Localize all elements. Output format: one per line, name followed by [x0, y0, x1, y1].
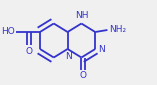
Text: O: O — [80, 71, 87, 80]
Text: N: N — [65, 52, 72, 61]
Text: NH₂: NH₂ — [109, 26, 126, 35]
Text: N: N — [98, 45, 105, 53]
Text: O: O — [25, 47, 32, 56]
Text: HO: HO — [1, 27, 15, 36]
Text: NH: NH — [75, 11, 88, 20]
